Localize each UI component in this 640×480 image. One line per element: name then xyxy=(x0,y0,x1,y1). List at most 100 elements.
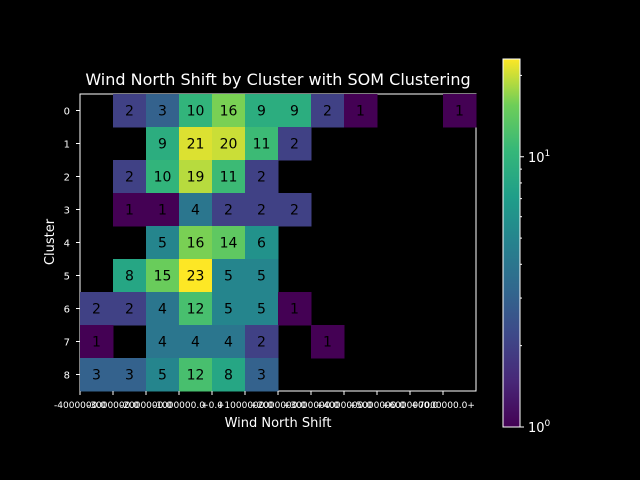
cell-value-label: 8 xyxy=(125,269,134,285)
cell-value-label: 3 xyxy=(125,368,134,384)
cell-value-label: 23 xyxy=(187,269,205,285)
y-tick-label: 2 xyxy=(64,173,70,184)
cell-value-label: 6 xyxy=(257,236,266,252)
cell-value-label: 1 xyxy=(290,302,299,318)
x-tick-label: +7000000.0+ xyxy=(411,401,475,411)
cell-value-label: 2 xyxy=(290,137,299,153)
cell-value-label: 5 xyxy=(257,302,266,318)
heatmap-cell xyxy=(80,325,114,359)
heatmap-cell xyxy=(146,325,180,359)
cell-value-label: 19 xyxy=(187,170,205,186)
heatmap-cell xyxy=(179,259,213,293)
x-tick-label: +3000000.0 xyxy=(283,401,339,411)
cell-value-label: 2 xyxy=(92,302,101,318)
cell-value-label: 1 xyxy=(92,335,101,351)
colorbar-tick-label: 100 xyxy=(528,419,551,436)
heatmap-cell xyxy=(179,292,213,326)
cell-value-label: 5 xyxy=(224,269,233,285)
heatmap-cell xyxy=(245,193,279,227)
cell-value-label: 11 xyxy=(253,137,271,153)
heatmap-cell xyxy=(113,259,147,293)
heatmap-cell xyxy=(344,94,378,128)
heatmap-cell xyxy=(146,358,180,392)
cell-value-label: 9 xyxy=(257,104,266,120)
x-tick-label: -3000000.0 xyxy=(87,401,139,411)
heatmap-cell xyxy=(179,160,213,194)
cell-value-label: 16 xyxy=(220,104,238,120)
heatmap-cell xyxy=(146,193,180,227)
heatmap-cell xyxy=(278,292,312,326)
heatmap-cell xyxy=(179,127,213,161)
cell-value-label: 2 xyxy=(224,203,233,219)
y-tick-label: 3 xyxy=(64,206,70,217)
x-axis-ticks: -4000000.0-3000000.0-2000000.0-1000000.0… xyxy=(54,391,475,411)
cell-value-label: 16 xyxy=(187,236,205,252)
heatmap-cell xyxy=(443,94,477,128)
cell-value-label: 11 xyxy=(220,170,238,186)
colorbar-tick-exponent: 0 xyxy=(545,419,551,429)
y-tick-label: 6 xyxy=(64,305,70,316)
heatmap-cell xyxy=(278,127,312,161)
heatmap-cell xyxy=(146,226,180,260)
heatmap-cell xyxy=(113,94,147,128)
cell-value-label: 4 xyxy=(191,335,200,351)
y-tick-label: 4 xyxy=(64,239,70,250)
x-tick-label: -2000000.0 xyxy=(120,401,172,411)
x-axis-label: Wind North Shift xyxy=(225,416,332,431)
heatmap-cell xyxy=(212,226,246,260)
cell-value-label: 10 xyxy=(154,170,172,186)
heatmap-cell xyxy=(179,193,213,227)
x-tick-label: +5000000.0 xyxy=(349,401,405,411)
cell-value-label: 3 xyxy=(158,104,167,120)
cell-value-label: 3 xyxy=(92,368,101,384)
cell-value-label: 9 xyxy=(158,137,167,153)
heatmap-cells: 2 3 10 16 9 9 2 1 19 21 20 11 22 10 19 11 21 1 4 2 2 25 16 14 68… xyxy=(80,94,477,392)
heatmap-cell xyxy=(245,259,279,293)
cell-value-label: 4 xyxy=(158,335,167,351)
cell-value-label: 2 xyxy=(323,104,332,120)
y-tick-label: 8 xyxy=(64,371,70,382)
heatmap-cell xyxy=(113,160,147,194)
heatmap-cell xyxy=(212,193,246,227)
cell-value-label: 15 xyxy=(154,269,172,285)
heatmap-cell xyxy=(278,193,312,227)
heatmap-cell xyxy=(212,127,246,161)
cell-value-label: 2 xyxy=(290,203,299,219)
heatmap-cell xyxy=(80,292,114,326)
y-axis-label: Cluster xyxy=(43,218,58,265)
cell-value-label: 8 xyxy=(224,368,233,384)
colorbar-ticks: 100 101 xyxy=(520,74,551,436)
heatmap-cell xyxy=(212,325,246,359)
colorbar-tick-label: 101 xyxy=(528,149,550,166)
cell-value-label: 20 xyxy=(220,137,238,153)
cell-value-label: 2 xyxy=(125,104,134,120)
cell-value-label: 1 xyxy=(323,335,332,351)
heatmap-cell xyxy=(212,358,246,392)
heatmap-cell xyxy=(80,358,114,392)
heatmap-cell xyxy=(146,292,180,326)
x-tick-label: +6000000.0 xyxy=(382,401,438,411)
heatmap-cell xyxy=(245,292,279,326)
cell-value-label: 21 xyxy=(187,137,205,153)
heatmap-cell xyxy=(113,358,147,392)
x-tick-label: -1000000.0 xyxy=(153,401,205,411)
x-tick-label: -4000000.0 xyxy=(54,401,106,411)
heatmap-cell xyxy=(245,226,279,260)
heatmap-cell xyxy=(245,94,279,128)
cell-value-label: 5 xyxy=(257,269,266,285)
heatmap-cell xyxy=(245,127,279,161)
cell-value-label: 9 xyxy=(290,104,299,120)
heatmap-cell xyxy=(212,259,246,293)
colorbar xyxy=(502,58,521,428)
heatmap-cell xyxy=(245,325,279,359)
heatmap-cell xyxy=(113,193,147,227)
y-tick-label: 1 xyxy=(64,140,70,151)
heatmap-cell xyxy=(311,94,345,128)
heatmap-cell xyxy=(212,292,246,326)
heatmap-cell xyxy=(179,226,213,260)
cell-value-label: 12 xyxy=(187,302,205,318)
heatmap-cell xyxy=(146,259,180,293)
cell-value-label: 2 xyxy=(125,170,134,186)
y-tick-label: 5 xyxy=(64,272,70,283)
